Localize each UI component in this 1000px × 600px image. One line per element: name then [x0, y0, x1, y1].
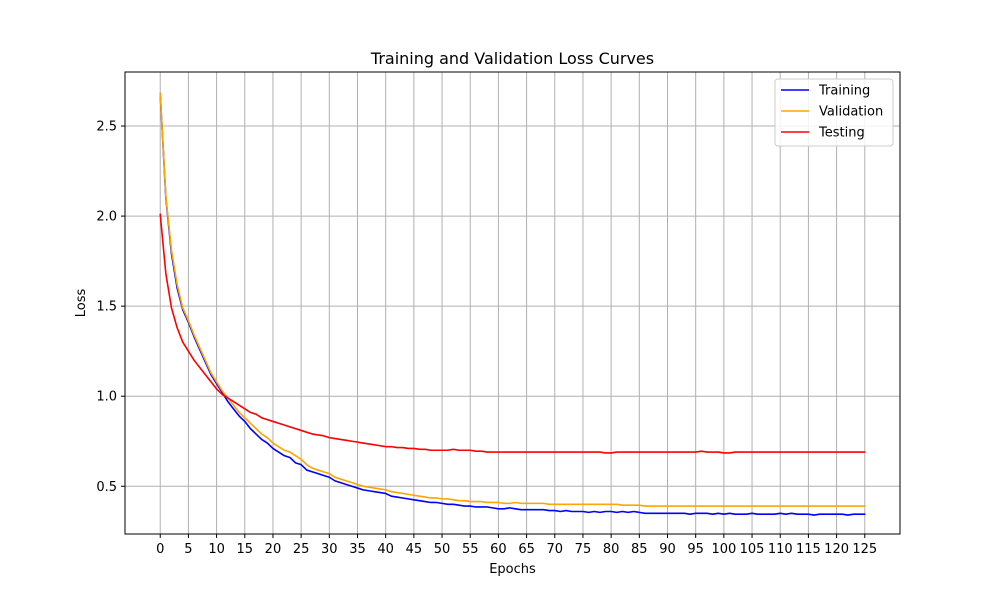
y-tick-label: 0.5 — [96, 480, 117, 495]
x-tick-label: 60 — [490, 542, 507, 557]
x-tick-label: 120 — [824, 542, 849, 557]
legend: Training Validation Testing — [774, 78, 894, 147]
legend-label-testing: Testing — [818, 126, 865, 141]
x-tick-label: 115 — [796, 542, 821, 557]
y-tick-label: 2.5 — [96, 120, 117, 135]
legend-label-training: Training — [818, 84, 870, 99]
y-tick-label: 2.0 — [96, 210, 117, 225]
x-tick-label: 50 — [434, 542, 451, 557]
x-tick-label: 80 — [603, 542, 620, 557]
x-tick-label: 95 — [687, 542, 704, 557]
grid-layer — [125, 72, 900, 534]
x-tick-label: 0 — [156, 542, 164, 557]
chart-title: Training and Validation Loss Curves — [370, 49, 654, 68]
x-tick-label: 100 — [711, 542, 736, 557]
x-tick-label: 55 — [462, 542, 479, 557]
plot-frame — [124, 71, 901, 535]
x-tick-label: 75 — [575, 542, 592, 557]
x-tick-label: 125 — [852, 542, 877, 557]
legend-box — [774, 78, 894, 147]
x-tick-label: 35 — [349, 542, 366, 557]
x-tick-label: 10 — [208, 542, 225, 557]
series-line-validation — [159, 92, 866, 507]
x-tick-label: 85 — [631, 542, 648, 557]
tick-layer: 0 5 10 15 20 25 30 35 40 45 50 55 60 65 70 75 80 85 90 95 10… — [96, 120, 877, 557]
legend-label-validation: Validation — [819, 105, 883, 120]
x-tick-label: 90 — [659, 542, 676, 557]
x-tick-label: 70 — [546, 542, 563, 557]
x-tick-label: 5 — [184, 542, 192, 557]
series-line-testing — [159, 213, 866, 454]
x-tick-label: 25 — [293, 542, 310, 557]
series-line-training — [159, 92, 866, 516]
x-tick-label: 65 — [518, 542, 535, 557]
y-axis-label: Loss — [74, 289, 89, 318]
y-tick-label: 1.0 — [96, 390, 117, 405]
series-layer — [159, 92, 866, 516]
x-tick-label: 40 — [377, 542, 394, 557]
x-tick-label: 105 — [740, 542, 765, 557]
x-tick-label: 20 — [265, 542, 282, 557]
x-axis-label: Epochs — [489, 562, 536, 577]
x-tick-label: 45 — [406, 542, 423, 557]
y-tick-label: 1.5 — [96, 300, 117, 315]
x-tick-label: 15 — [236, 542, 253, 557]
x-tick-label: 110 — [768, 542, 793, 557]
x-tick-label: 30 — [321, 542, 338, 557]
